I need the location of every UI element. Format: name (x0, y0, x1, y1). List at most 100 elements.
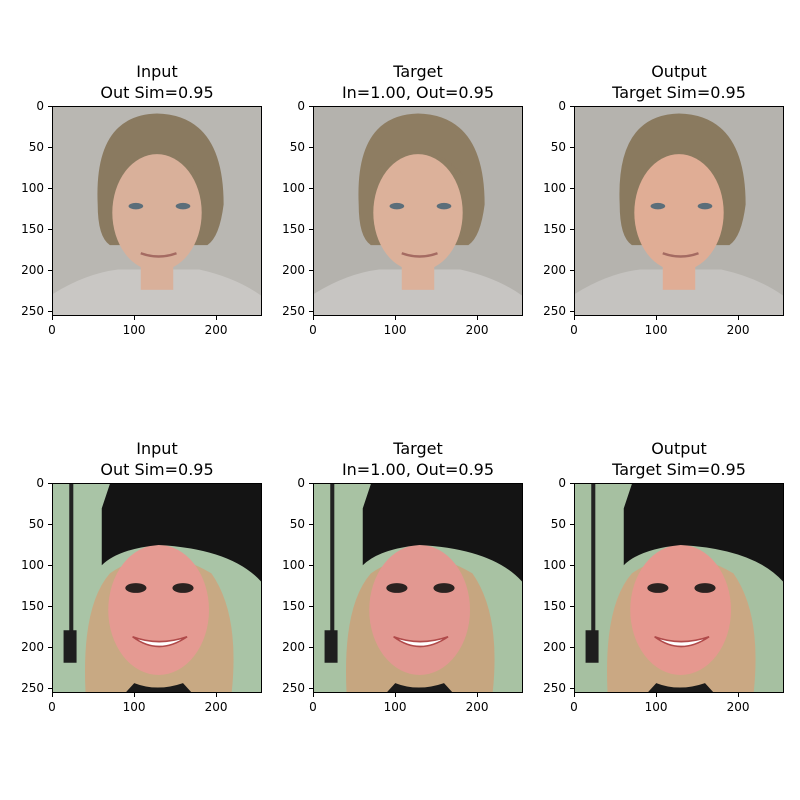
y-tick-mark (309, 229, 313, 231)
x-tick-label: 0 (570, 700, 578, 714)
y-tick-mark (48, 688, 52, 690)
x-tick-mark (216, 693, 218, 697)
image-frame (313, 106, 523, 316)
x-tick-label: 200 (465, 700, 489, 714)
graduation-cap (362, 484, 522, 582)
y-tick-mark (48, 565, 52, 567)
portrait-image (53, 484, 261, 692)
y-tick-label: 100 (21, 558, 44, 573)
x-tick-label: 0 (48, 700, 56, 714)
y-tick-label: 100 (543, 181, 566, 196)
image-frame (52, 106, 262, 316)
y-tick-mark (48, 524, 52, 526)
x-tick-mark (52, 693, 53, 697)
tassel-cord (69, 484, 74, 647)
y-tick-label: 50 (550, 140, 566, 155)
mouth-line (140, 252, 177, 258)
collar-shape (387, 683, 453, 692)
face-shape (634, 154, 724, 272)
image-frame (574, 483, 784, 693)
neck-shape (140, 257, 174, 290)
right-eye (436, 202, 452, 210)
x-tick-label: 0 (570, 323, 578, 337)
y-tick-mark (309, 606, 313, 608)
y-tick-label: 100 (543, 558, 566, 573)
smile (393, 635, 449, 648)
y-tick-label: 250 (543, 304, 566, 319)
image-frame (52, 483, 262, 693)
neck-shape (401, 257, 435, 290)
mouth-line (401, 252, 438, 258)
y-tick-label: 0 (558, 476, 566, 490)
y-tick-label: 150 (543, 599, 566, 614)
right-eye (175, 202, 191, 210)
y-tick-label: 0 (297, 476, 305, 490)
panel-subtitle: Target Sim=0.95 (612, 83, 746, 102)
shirt-shape (314, 269, 522, 315)
right-eye (697, 202, 713, 210)
mouth-line (662, 252, 699, 258)
y-tick-mark (48, 188, 52, 190)
y-tick-mark (570, 483, 574, 484)
y-tick-mark (48, 147, 52, 149)
portrait-image (314, 484, 522, 692)
y-tick-label: 0 (297, 99, 305, 113)
y-tick-mark (48, 606, 52, 608)
tassel (585, 630, 599, 663)
y-tick-mark (570, 688, 574, 690)
x-tick-mark (738, 316, 740, 320)
face-shape (630, 544, 731, 675)
face-shape (112, 154, 202, 272)
portrait-image (314, 107, 522, 315)
y-tick-mark (309, 565, 313, 567)
shirt-shape (53, 269, 261, 315)
left-eye (647, 583, 669, 593)
y-tick-label: 100 (282, 558, 305, 573)
panel-title: Input (136, 62, 178, 81)
x-tick-label: 100 (644, 700, 668, 714)
x-tick-label: 100 (122, 700, 146, 714)
x-tick-mark (395, 693, 397, 697)
x-tick-label: 0 (309, 323, 317, 337)
y-tick-mark (570, 270, 574, 272)
y-tick-mark (570, 606, 574, 608)
left-eye (386, 583, 408, 593)
panel-title: Output (651, 439, 707, 458)
y-tick-mark (309, 311, 313, 313)
panel-title: Target (393, 62, 443, 81)
x-tick-label: 0 (309, 700, 317, 714)
x-tick-mark (216, 316, 218, 320)
x-tick-mark (656, 693, 658, 697)
y-tick-label: 0 (558, 99, 566, 113)
panel-subtitle: Out Sim=0.95 (100, 460, 214, 479)
tassel (324, 630, 338, 663)
fringe-shape (113, 151, 204, 177)
y-tick-mark (48, 229, 52, 231)
y-tick-mark (570, 311, 574, 313)
left-eye (125, 583, 147, 593)
panel-subtitle: In=1.00, Out=0.95 (341, 83, 495, 102)
y-tick-mark (570, 565, 574, 567)
portrait-image (53, 107, 261, 315)
y-tick-mark (309, 688, 313, 690)
x-tick-mark (574, 693, 575, 697)
y-tick-label: 0 (36, 476, 44, 490)
y-tick-mark (570, 147, 574, 149)
collar-shape (126, 683, 192, 692)
x-tick-mark (52, 316, 53, 320)
fringe-shape (635, 151, 726, 177)
x-tick-mark (656, 316, 658, 320)
right-eye (694, 583, 716, 593)
fringe-shape (374, 151, 465, 177)
y-tick-label: 50 (289, 140, 305, 155)
y-tick-label: 200 (21, 640, 44, 655)
y-tick-mark (570, 229, 574, 231)
x-tick-mark (313, 316, 314, 320)
panel-subtitle: Target Sim=0.95 (612, 460, 746, 479)
x-tick-label: 100 (383, 323, 407, 337)
panel-title: Output (651, 62, 707, 81)
panel-title: Target (393, 439, 443, 458)
graduation-cap (623, 484, 783, 582)
x-tick-mark (395, 316, 397, 320)
y-tick-label: 200 (21, 263, 44, 278)
